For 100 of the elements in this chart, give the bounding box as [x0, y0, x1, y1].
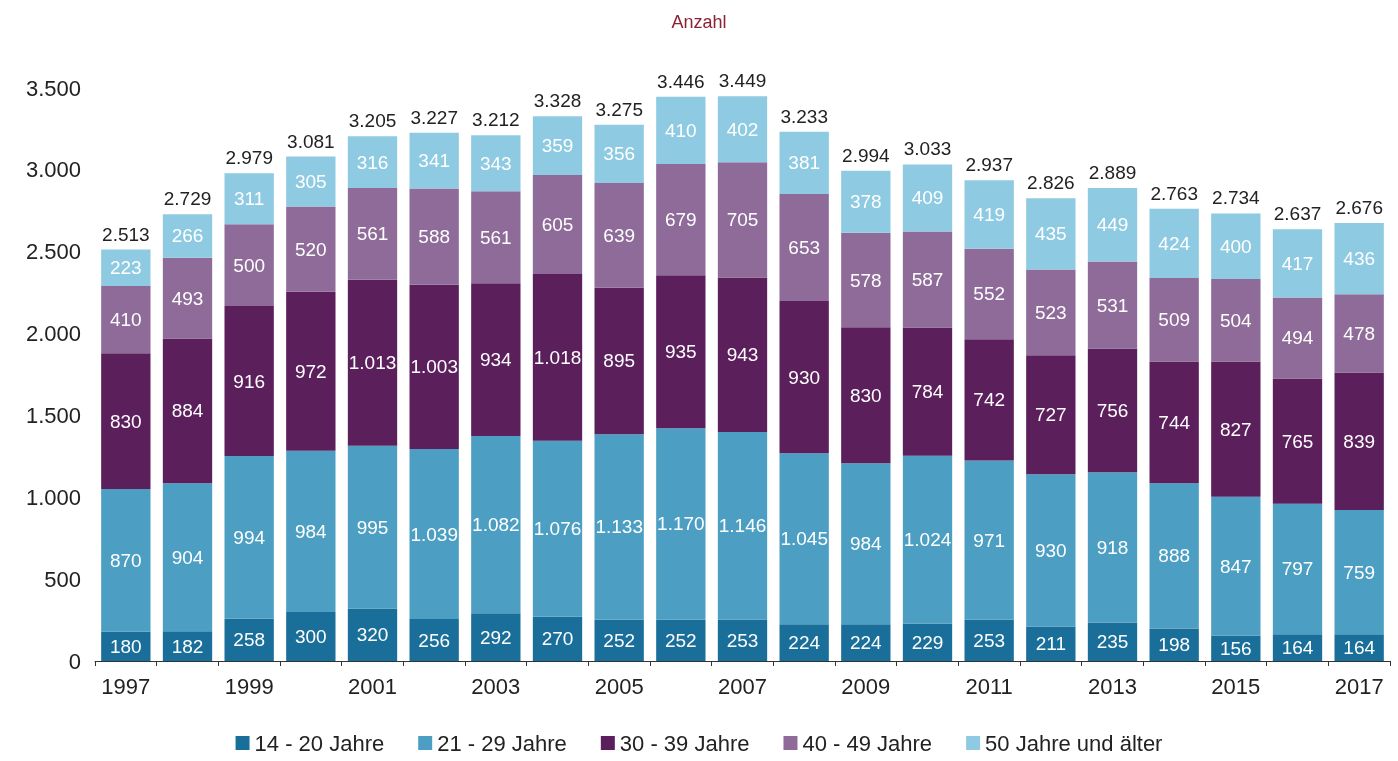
- bar: [471, 191, 521, 284]
- data-label: 984: [294, 520, 328, 542]
- bar: [594, 124, 644, 184]
- bar: [1149, 278, 1199, 362]
- bar: [471, 135, 521, 192]
- total-label: 3.227: [410, 106, 458, 128]
- bar: [1272, 503, 1323, 635]
- data-label: 419: [973, 203, 1006, 225]
- data-label: 478: [1343, 322, 1376, 344]
- data-label: 639: [603, 224, 636, 246]
- data-label: 830: [849, 384, 882, 406]
- bar: [409, 132, 459, 189]
- data-label: 531: [1096, 294, 1129, 316]
- total-label: 3.081: [287, 130, 335, 152]
- data-label: 904: [171, 546, 204, 568]
- data-label: 500: [233, 254, 266, 276]
- bar: [532, 116, 583, 175]
- data-label: 258: [233, 629, 266, 651]
- data-label: 523: [1034, 301, 1067, 323]
- data-label: 253: [726, 629, 759, 651]
- y-tick-label: 3.000: [25, 157, 81, 183]
- chart-title: Anzahl: [671, 12, 727, 32]
- bar: [347, 608, 398, 661]
- data-label: 1.003: [410, 356, 458, 378]
- data-label: 270: [541, 628, 574, 650]
- data-label: 744: [1158, 411, 1191, 433]
- x-tick-label: 2007: [718, 673, 767, 699]
- bar: [1149, 483, 1199, 629]
- data-label: 300: [294, 625, 327, 647]
- data-label: 984: [849, 533, 883, 555]
- data-label: 410: [109, 309, 142, 331]
- data-label: 223: [109, 257, 142, 279]
- total-label: 2.937: [965, 154, 1013, 176]
- total-label: 2.513: [102, 223, 150, 245]
- data-label: 164: [1343, 637, 1376, 659]
- bar: [594, 287, 644, 435]
- bar: [162, 338, 213, 484]
- bar: [1211, 496, 1261, 636]
- total-label: 2.763: [1150, 182, 1198, 204]
- total-label: 3.328: [533, 90, 582, 112]
- data-label: 378: [849, 191, 882, 213]
- bar: [717, 277, 768, 432]
- bar: [594, 183, 644, 288]
- bar: [1211, 213, 1261, 279]
- bar: [347, 188, 398, 280]
- bar: [409, 188, 459, 285]
- data-label: 1.133: [595, 516, 643, 538]
- data-label: 493: [171, 287, 204, 309]
- data-label: 256: [418, 629, 451, 651]
- bar: [101, 489, 151, 632]
- data-label: 653: [788, 237, 821, 259]
- bar: [1087, 188, 1138, 262]
- bar: [471, 436, 521, 614]
- total-label: 2.676: [1335, 196, 1383, 218]
- data-label: 943: [726, 344, 759, 366]
- total-label: 3.212: [472, 109, 520, 131]
- bar: [779, 453, 829, 625]
- bar: [347, 279, 398, 446]
- bar: [532, 273, 583, 441]
- data-label: 1.039: [410, 523, 458, 545]
- data-label: 847: [1219, 555, 1252, 577]
- bar: [286, 206, 336, 292]
- bar: [717, 431, 768, 620]
- data-label: 884: [171, 400, 204, 422]
- data-label: 1.013: [348, 352, 397, 374]
- bar: [779, 131, 829, 195]
- data-label: 935: [664, 341, 697, 363]
- data-label: 888: [1158, 545, 1191, 567]
- bar: [1334, 372, 1384, 510]
- y-tick-label: 2.500: [25, 239, 81, 265]
- data-label: 995: [356, 516, 389, 538]
- data-label: 588: [418, 226, 451, 248]
- data-label: 253: [973, 629, 1006, 651]
- bar: [1087, 348, 1138, 473]
- bar: [162, 483, 213, 632]
- data-label: 561: [356, 223, 389, 245]
- x-tick-label: 2017: [1334, 673, 1384, 699]
- data-label: 895: [603, 350, 636, 372]
- data-label: 435: [1034, 223, 1067, 245]
- bar: [656, 619, 706, 661]
- bar: [1026, 474, 1076, 627]
- data-label: 870: [109, 549, 142, 571]
- total-label: 3.446: [657, 70, 705, 92]
- bar: [162, 257, 213, 339]
- data-label: 417: [1281, 252, 1314, 274]
- bar: [1087, 261, 1138, 349]
- data-label: 727: [1034, 404, 1067, 426]
- bar: [841, 327, 891, 464]
- data-label: 343: [479, 152, 512, 174]
- y-tick-label: 500: [44, 566, 81, 592]
- data-label: 316: [356, 151, 389, 173]
- data-label: 252: [664, 629, 697, 651]
- bar: [224, 173, 274, 225]
- data-label: 509: [1158, 309, 1191, 331]
- bar: [656, 163, 706, 276]
- data-label: 449: [1096, 214, 1129, 236]
- data-label: 797: [1281, 558, 1314, 580]
- bar: [1026, 269, 1076, 356]
- data-label: 759: [1343, 561, 1376, 583]
- data-label: 305: [294, 171, 327, 193]
